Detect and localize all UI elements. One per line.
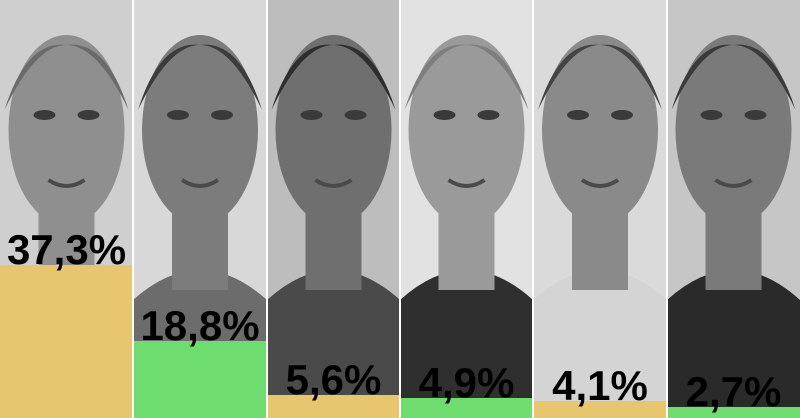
candidate-column-4: 4,9% (400, 0, 533, 418)
column-divider (132, 0, 134, 418)
column-divider (532, 0, 534, 418)
data-label-5: 4,1% (552, 362, 648, 409)
candidate-column-6: 2,7% (667, 0, 800, 418)
candidate-column-1: 37,3% (0, 0, 133, 418)
candidate-portrait-6 (667, 0, 800, 418)
bar-5 (533, 401, 667, 418)
candidate-column-5: 4,1% (533, 0, 667, 418)
candidate-portrait-5 (533, 0, 667, 418)
bar-2 (133, 341, 267, 418)
candidate-column-2: 18,8% (133, 0, 267, 418)
bar-6 (667, 407, 800, 418)
candidate-portrait-3 (267, 0, 400, 418)
candidate-portrait-4 (400, 0, 533, 418)
candidate-column-3: 5,6% (267, 0, 400, 418)
data-label-1: 37,3% (6, 226, 127, 273)
data-label-4: 4,9% (418, 359, 515, 406)
data-label-6: 2,7% (685, 368, 782, 415)
data-label-2: 18,8% (140, 302, 260, 349)
bar-1 (0, 265, 133, 418)
column-divider (266, 0, 268, 418)
column-divider (666, 0, 668, 418)
data-label-3: 5,6% (285, 356, 382, 403)
bar-3 (267, 395, 400, 418)
bar-4 (400, 398, 533, 418)
column-divider (399, 0, 401, 418)
